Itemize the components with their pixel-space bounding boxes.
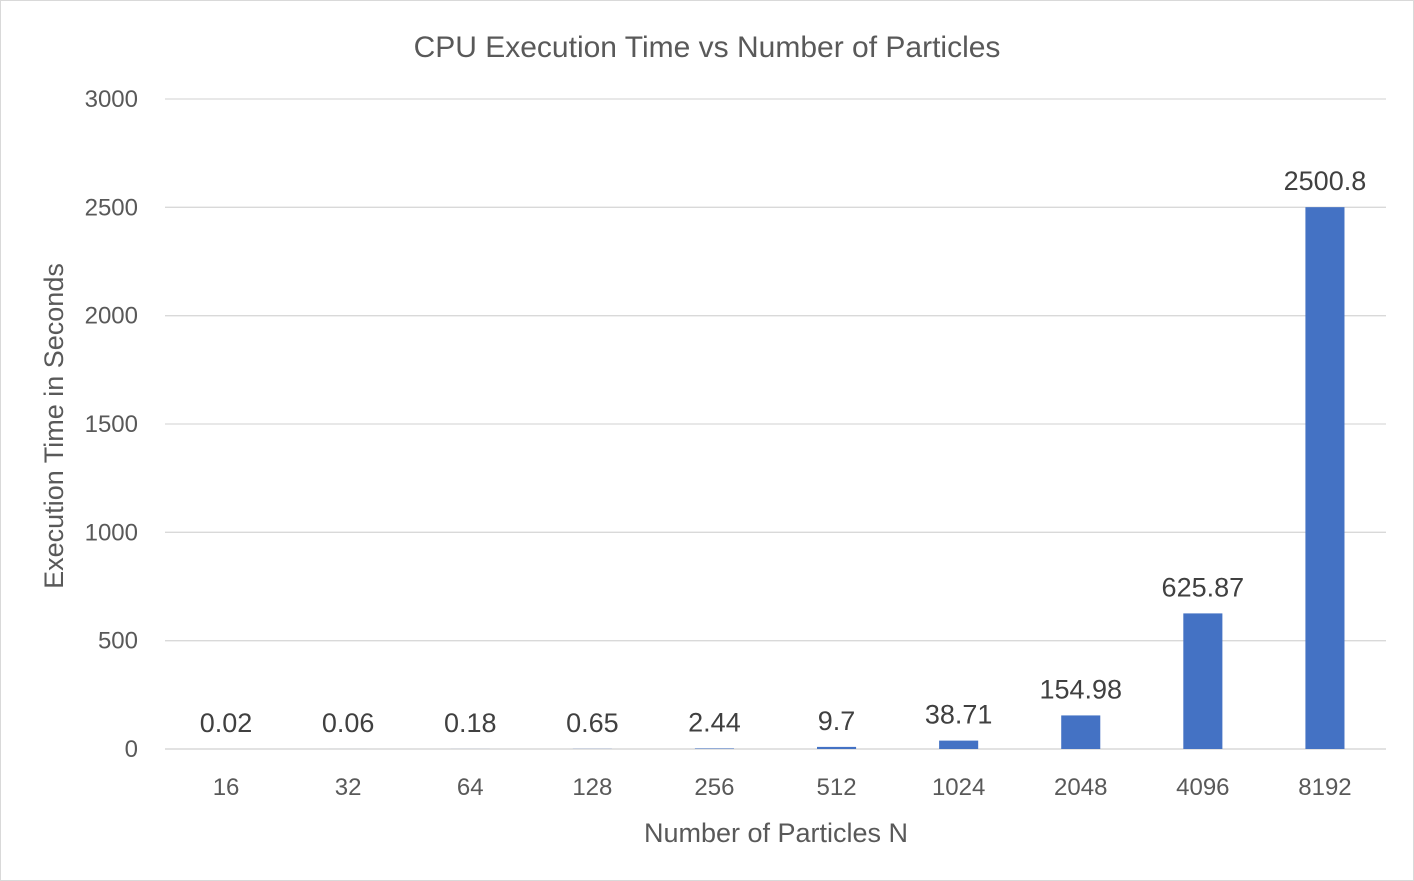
gridlines xyxy=(165,98,1386,750)
y-tick-label: 1500 xyxy=(85,411,138,438)
x-tick-label: 8192 xyxy=(1298,774,1351,801)
bars xyxy=(206,207,1345,749)
y-tick-label: 1000 xyxy=(85,519,138,546)
y-axis-title: Execution Time in Seconds xyxy=(39,263,69,589)
bar xyxy=(1305,207,1345,749)
x-axis-title: Number of Particles N xyxy=(644,818,908,848)
bar xyxy=(939,740,979,749)
x-tick-label: 256 xyxy=(694,774,734,801)
data-label: 0.65 xyxy=(566,708,619,738)
data-label: 0.02 xyxy=(200,708,253,738)
bar xyxy=(1061,715,1101,749)
chart-title: CPU Execution Time vs Number of Particle… xyxy=(414,31,1001,64)
x-tick-label: 16 xyxy=(213,774,240,801)
x-tick-label: 2048 xyxy=(1054,774,1107,801)
data-label: 38.71 xyxy=(925,700,993,730)
y-tick-label: 2500 xyxy=(85,194,138,221)
bar xyxy=(1183,613,1223,749)
x-tick-label: 32 xyxy=(335,774,362,801)
data-label: 154.98 xyxy=(1039,674,1122,704)
data-labels: 0.02 0.06 0.18 0.65 2.44 9.7 38.71 154.98 625.87… xyxy=(200,166,1366,738)
bar xyxy=(694,748,734,749)
x-tick-label: 1024 xyxy=(932,774,985,801)
bar xyxy=(817,746,857,749)
y-tick-label: 500 xyxy=(98,628,138,655)
x-tick-label: 64 xyxy=(457,774,484,801)
y-axis-ticks: 0 500 1000 1500 2000 2500 3000 xyxy=(85,86,138,763)
data-label: 2.44 xyxy=(688,707,741,737)
y-tick-label: 3000 xyxy=(85,86,138,113)
y-tick-label: 0 xyxy=(125,736,138,763)
data-label: 9.7 xyxy=(818,706,856,736)
x-tick-label: 512 xyxy=(817,774,857,801)
data-label: 2500.8 xyxy=(1284,166,1367,196)
data-label: 0.06 xyxy=(322,708,375,738)
data-label: 0.18 xyxy=(444,708,497,738)
x-tick-label: 4096 xyxy=(1176,774,1229,801)
x-axis-ticks: 16 32 64 128 256 512 1024 2048 4096 8192 xyxy=(213,774,1352,801)
y-tick-label: 2000 xyxy=(85,303,138,330)
data-label: 625.87 xyxy=(1162,572,1245,602)
x-tick-label: 128 xyxy=(572,774,612,801)
